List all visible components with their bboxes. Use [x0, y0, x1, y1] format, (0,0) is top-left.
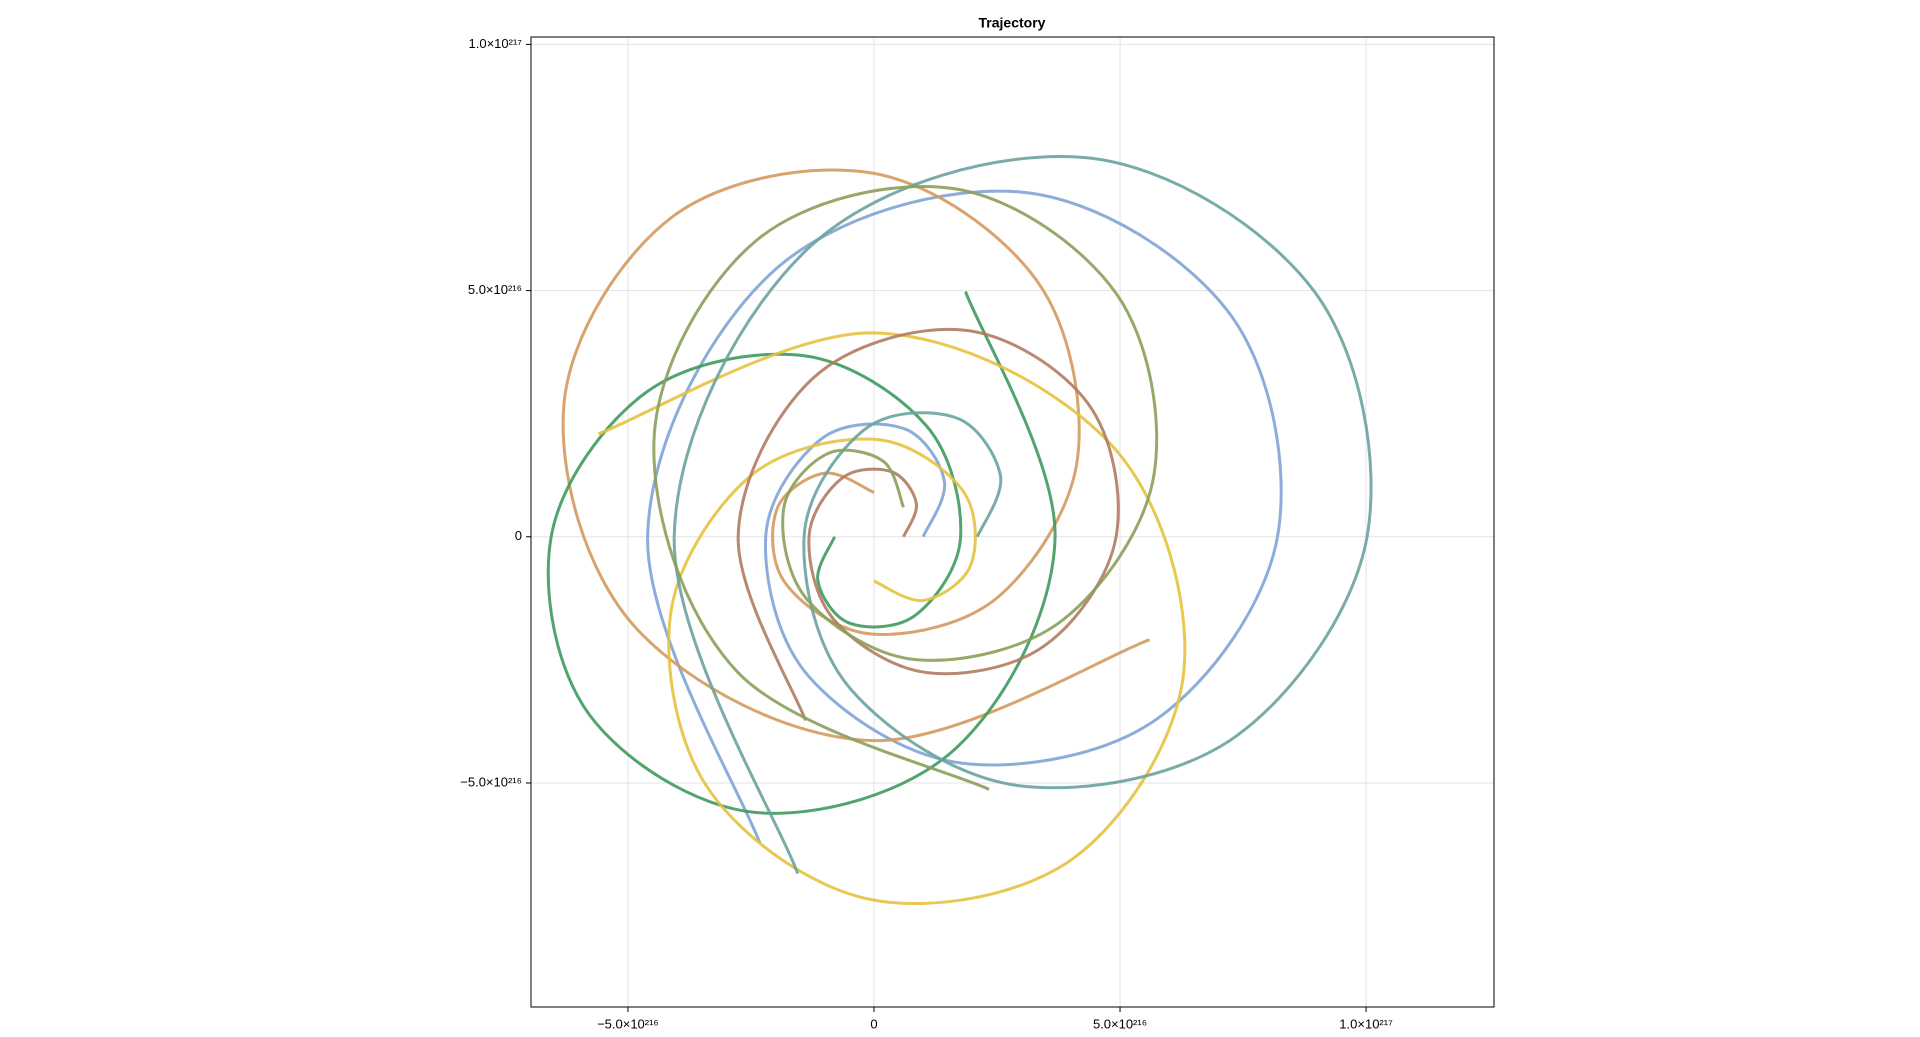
y-tick-label: 0: [515, 528, 522, 543]
x-tick-label: −5.0×10²¹⁶: [597, 1016, 659, 1031]
chart-title: Trajectory: [979, 15, 1046, 31]
plot-frame: [530, 36, 1495, 1008]
trajectory-line: [652, 185, 1159, 791]
plot-lines: [546, 155, 1373, 906]
y-tick-label: 5.0×10²¹⁶: [468, 282, 522, 297]
trajectory-line: [546, 291, 1057, 815]
x-tick-label: 0: [870, 1016, 877, 1031]
y-tick-label: 1.0×10²¹⁷: [469, 36, 523, 51]
trajectory-line: [646, 189, 1283, 844]
trajectory-line: [736, 327, 1120, 721]
x-tick-label: 5.0×10²¹⁶: [1093, 1016, 1147, 1031]
trajectory-line: [672, 155, 1373, 875]
grid: [531, 37, 1494, 1007]
tick-labels: −5.0×10²¹⁶ 0 5.0×10²¹⁶ 1.0×10²¹⁷ −5.0×10²¹⁶ 0…: [460, 36, 1393, 1032]
y-tick-label: −5.0×10²¹⁶: [460, 774, 522, 789]
trajectory-line: [561, 168, 1151, 743]
x-tick-label: 1.0×10²¹⁷: [1339, 1016, 1393, 1031]
